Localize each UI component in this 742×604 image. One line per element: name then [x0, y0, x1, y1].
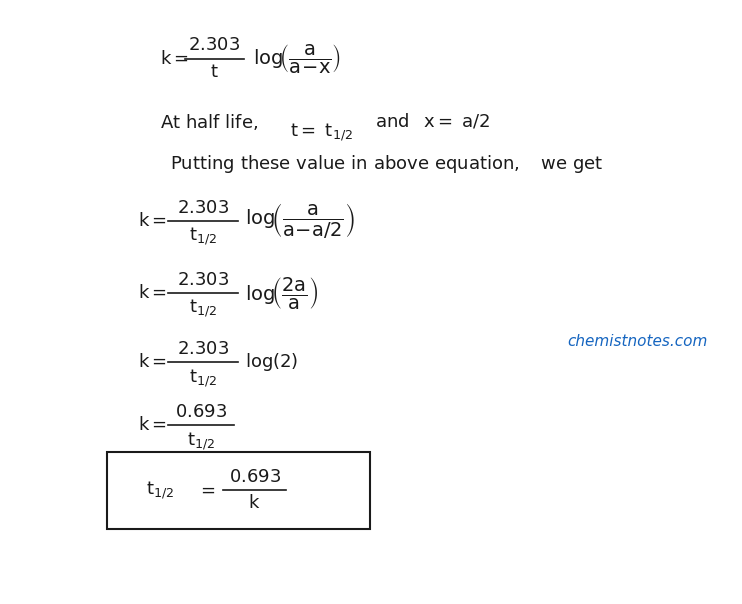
- Text: $\mathrm{x=\ a/2}$: $\mathrm{x=\ a/2}$: [423, 112, 490, 130]
- Text: $\mathrm{k=}$: $\mathrm{k=}$: [160, 50, 189, 68]
- Text: $\mathrm{0.693}$: $\mathrm{0.693}$: [229, 468, 280, 486]
- Text: $\mathrm{log\!\left(\dfrac{2a}{a}\right)}$: $\mathrm{log\!\left(\dfrac{2a}{a}\right)…: [246, 275, 318, 311]
- Text: $\mathrm{2.303}$: $\mathrm{2.303}$: [188, 36, 240, 54]
- Text: $\mathrm{=}$: $\mathrm{=}$: [197, 481, 216, 499]
- Text: $\mathrm{t_{1/2}}$: $\mathrm{t_{1/2}}$: [189, 298, 217, 320]
- Text: $\mathrm{k=}$: $\mathrm{k=}$: [138, 416, 167, 434]
- Text: $\mathrm{k=}$: $\mathrm{k=}$: [138, 353, 167, 371]
- FancyBboxPatch shape: [107, 452, 370, 528]
- Text: $\mathrm{log\!\left(\dfrac{a}{a\!-\!a/2}\right)}$: $\mathrm{log\!\left(\dfrac{a}{a\!-\!a/2}…: [246, 201, 355, 240]
- Text: chemistnotes.com: chemistnotes.com: [567, 333, 707, 349]
- Text: $\mathrm{k=}$: $\mathrm{k=}$: [138, 212, 167, 230]
- Text: $\mathrm{t_{1/2}}$: $\mathrm{t_{1/2}}$: [187, 430, 215, 452]
- Text: $\mathrm{2.303}$: $\mathrm{2.303}$: [177, 340, 229, 358]
- Text: $\mathrm{and}$: $\mathrm{and}$: [375, 112, 409, 130]
- Text: $\mathrm{log(2)}$: $\mathrm{log(2)}$: [246, 351, 299, 373]
- Text: $\mathrm{t_{1/2}}$: $\mathrm{t_{1/2}}$: [189, 367, 217, 388]
- Text: $\mathrm{2.303}$: $\mathrm{2.303}$: [177, 271, 229, 289]
- Text: $\mathrm{t_{1/2}}$: $\mathrm{t_{1/2}}$: [189, 226, 217, 247]
- Text: $\mathrm{t=\ t_{1/2}}$: $\mathrm{t=\ t_{1/2}}$: [289, 121, 352, 143]
- Text: $\mathrm{k}$: $\mathrm{k}$: [249, 495, 260, 512]
- Text: $\mathrm{t_{1/2}}$: $\mathrm{t_{1/2}}$: [145, 480, 174, 501]
- Text: $\mathrm{Putting\ these\ value\ in\ above\ equation,\ \ \ we\ get}$: $\mathrm{Putting\ these\ value\ in\ abov…: [170, 153, 603, 175]
- Text: $\mathrm{At\ half\ life,}$: $\mathrm{At\ half\ life,}$: [160, 112, 258, 132]
- Text: $\mathrm{log\!\left(\dfrac{a}{a\!-\!x}\right)}$: $\mathrm{log\!\left(\dfrac{a}{a\!-\!x}\r…: [253, 42, 341, 75]
- Text: $\mathrm{t}$: $\mathrm{t}$: [210, 63, 219, 81]
- Text: $\mathrm{2.303}$: $\mathrm{2.303}$: [177, 199, 229, 217]
- Text: $\mathrm{k=}$: $\mathrm{k=}$: [138, 284, 167, 302]
- Text: $\mathrm{0.693}$: $\mathrm{0.693}$: [175, 403, 227, 421]
